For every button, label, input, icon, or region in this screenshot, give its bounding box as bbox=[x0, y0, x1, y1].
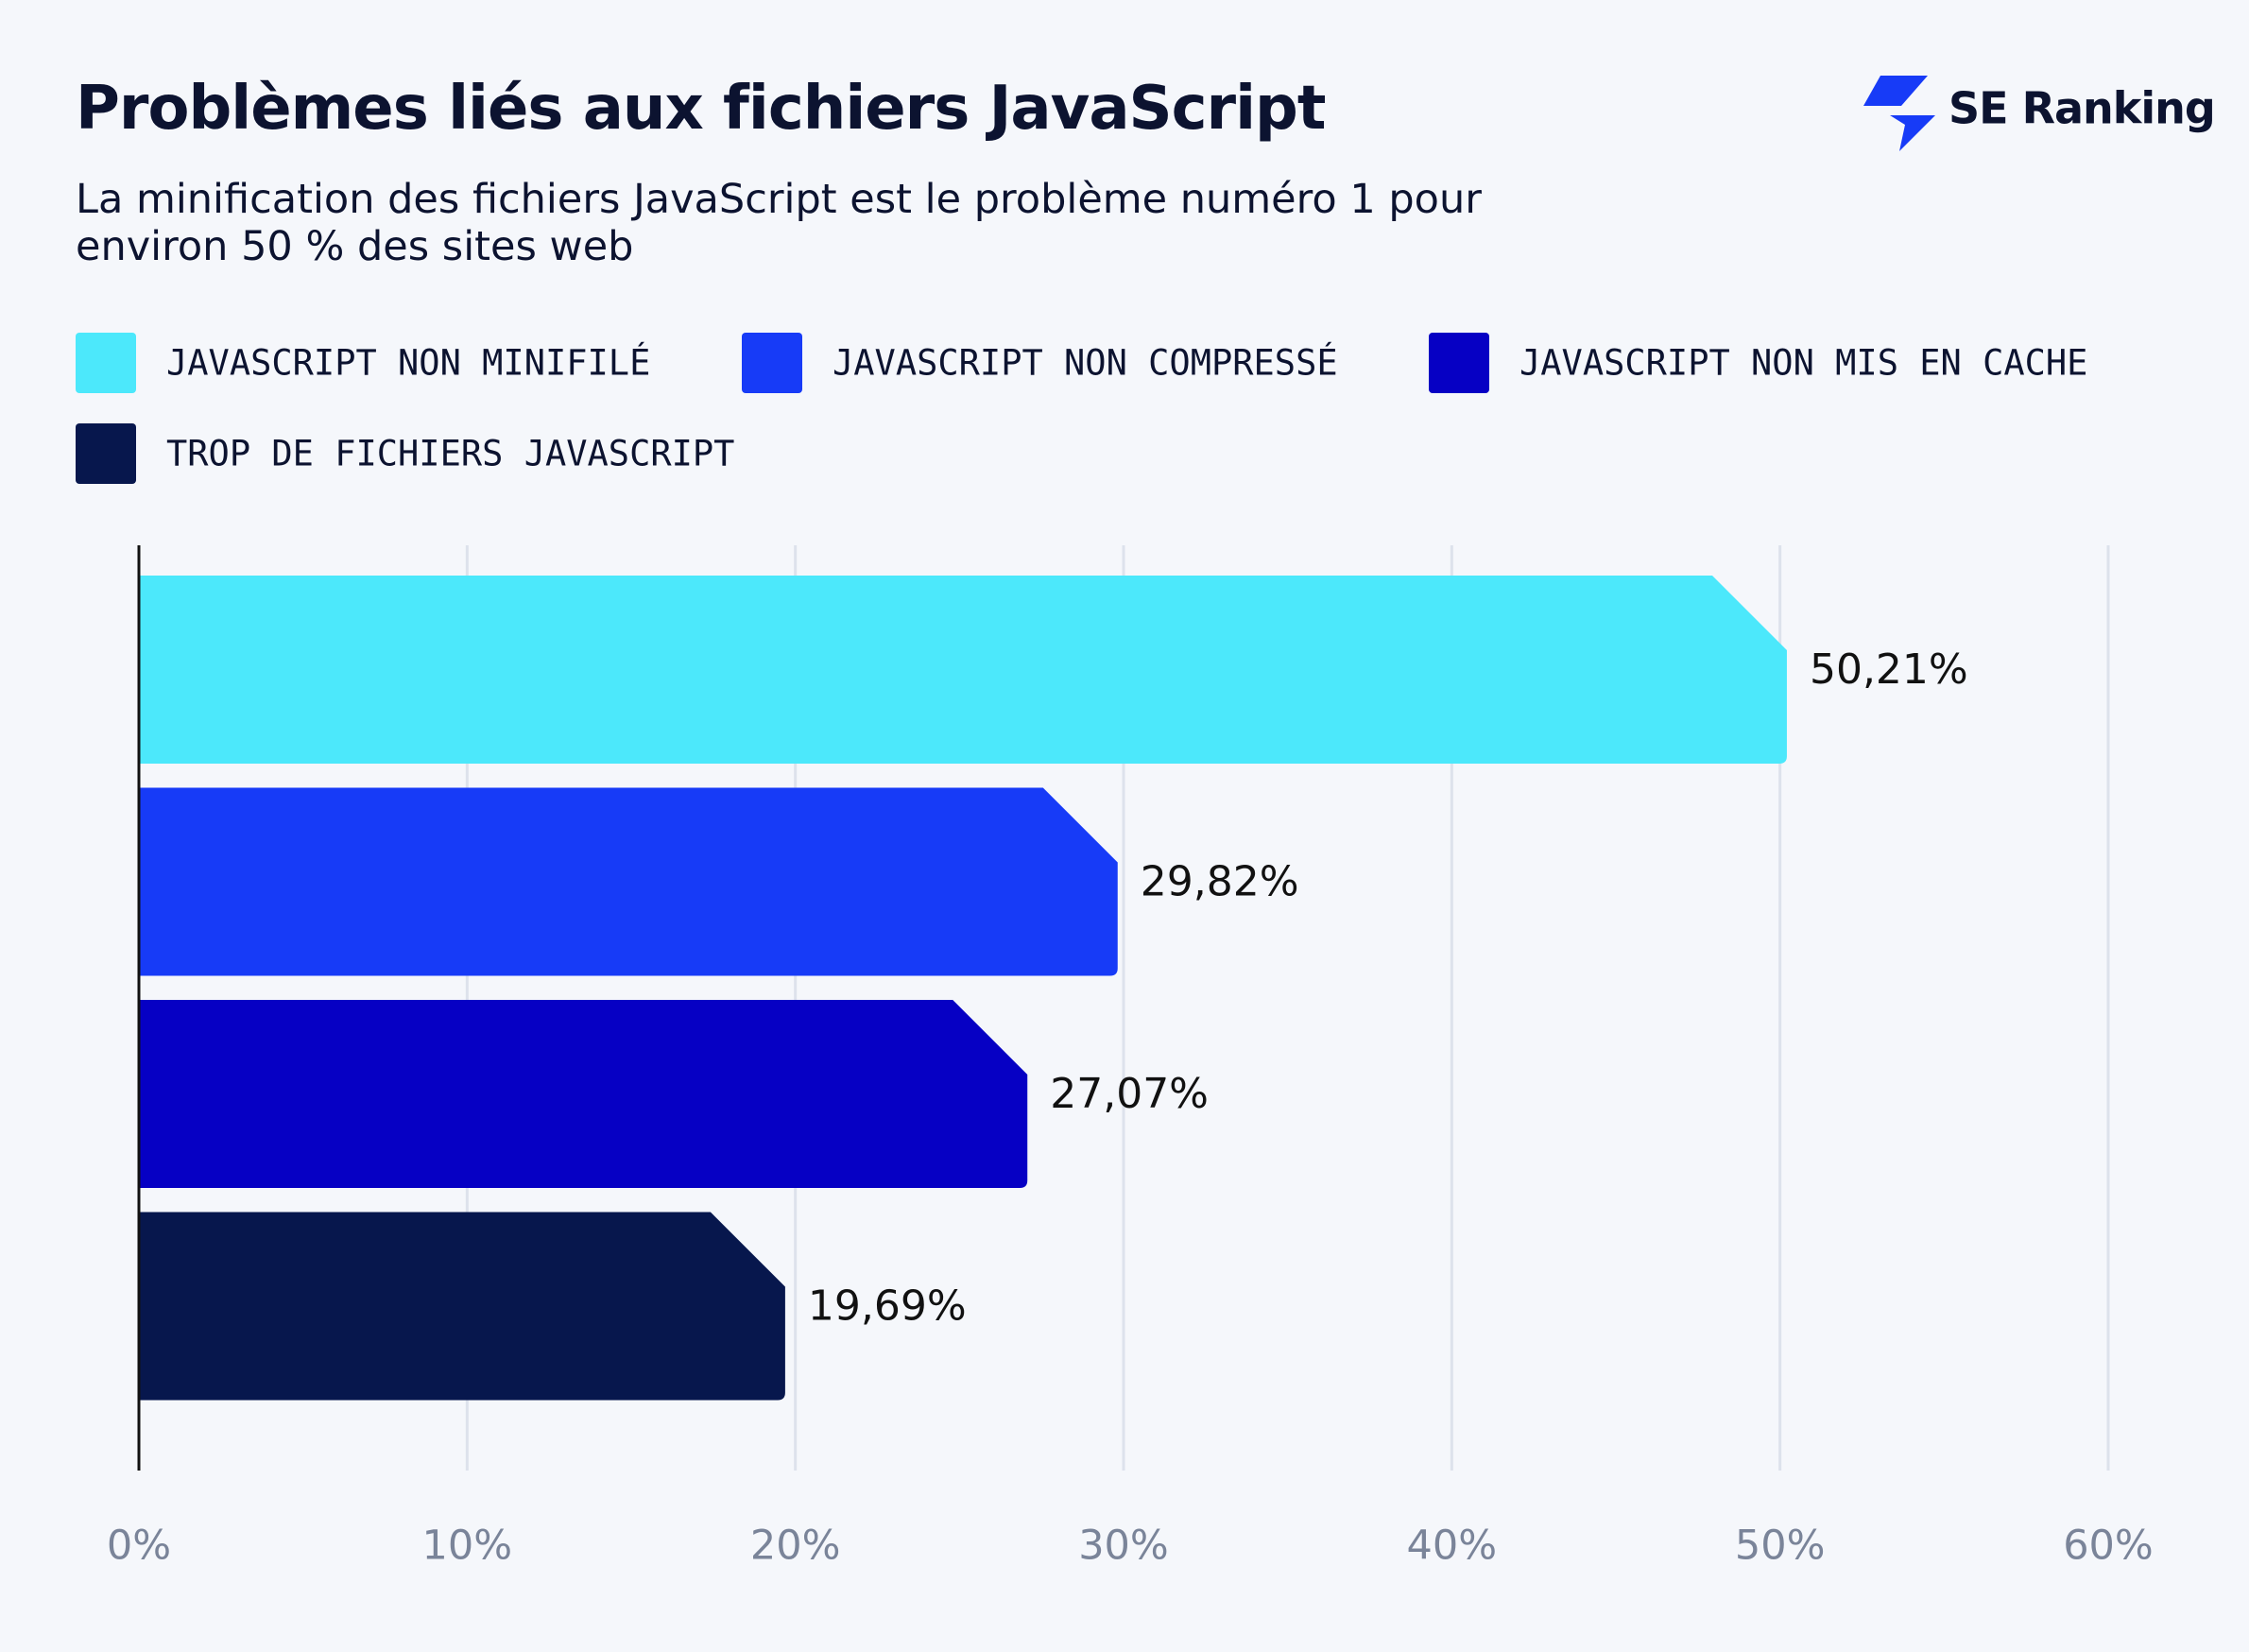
x-tick-label: 60% bbox=[2063, 1523, 2154, 1570]
x-tick-label: 40% bbox=[1407, 1523, 1498, 1570]
value-label: 50,21% bbox=[1810, 645, 1968, 694]
bar bbox=[139, 1000, 1028, 1188]
legend-label: TROP DE FICHIERS JAVASCRIPT bbox=[166, 434, 734, 474]
chart-subtitle: La minification des fichiers JavaScript … bbox=[76, 176, 1482, 270]
x-tick-label: 30% bbox=[1078, 1523, 1169, 1570]
x-tick-label: 0% bbox=[107, 1523, 171, 1570]
bar bbox=[139, 787, 1118, 976]
x-tick-label: 50% bbox=[1735, 1523, 1826, 1570]
logo-text: SE Ranking bbox=[1949, 83, 2215, 134]
legend-label: JAVASCRIPT NON MIS EN CACHE bbox=[1519, 343, 2087, 384]
legend-swatch bbox=[1429, 333, 1489, 393]
value-label: 29,82% bbox=[1141, 858, 1299, 906]
legend-swatch bbox=[742, 333, 802, 393]
bar bbox=[139, 1212, 785, 1401]
x-tick-label: 10% bbox=[422, 1523, 513, 1570]
value-label: 27,07% bbox=[1050, 1070, 1209, 1118]
bar bbox=[139, 576, 1787, 764]
logo-icon bbox=[1863, 76, 1928, 106]
x-tick-label: 20% bbox=[750, 1523, 841, 1570]
legend-label: JAVASCRIPT NON COMPRESSÉ bbox=[833, 342, 1338, 384]
legend-swatch bbox=[76, 333, 136, 393]
logo: SE Ranking bbox=[1863, 76, 2216, 151]
value-label: 19,69% bbox=[808, 1282, 967, 1331]
chart-title: Problèmes liés aux fichiers JavaScript bbox=[76, 74, 1326, 144]
logo-icon bbox=[1890, 115, 1935, 151]
legend-swatch bbox=[76, 423, 136, 484]
legend-label: JAVASCRIPT NON MINIFILÉ bbox=[166, 342, 650, 384]
